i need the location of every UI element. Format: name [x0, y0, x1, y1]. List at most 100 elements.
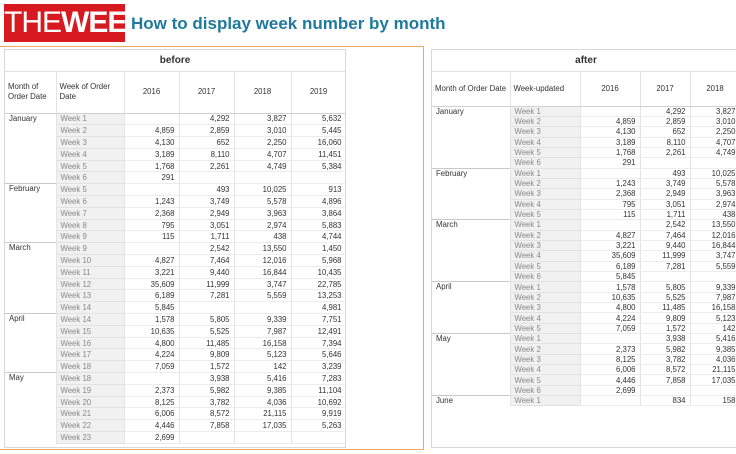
value-cell: [124, 242, 180, 256]
table-row: Week 4 35,609 11,999 3,747: [432, 250, 736, 262]
week-cell: Week 13: [56, 289, 125, 303]
value-cell: 2,699: [124, 431, 180, 444]
value-cell: 8,110: [179, 148, 235, 161]
table-row: Week 2 2,373 5,982 9,385: [432, 343, 736, 355]
week-cell: Week 5: [510, 147, 581, 159]
table-row: Week 3 2,368 2,949 3,963: [432, 188, 736, 200]
month-cell: [5, 325, 57, 338]
week-cell: Week 21: [56, 407, 125, 421]
table-row: Week 16 4,800 11,485 16,158 7,394: [5, 337, 345, 350]
month-cell: [432, 312, 511, 324]
table-row: Week 4 3,189 8,110 4,707 11,451: [5, 148, 345, 161]
week-cell: Week 1: [510, 281, 581, 293]
week-cell: Week 2: [510, 178, 581, 190]
table-row: Week 6 1,243 3,749 5,578 4,896: [5, 195, 345, 208]
header-row: Month of Order Date Week-updated 2016 2017 2…: [432, 72, 736, 107]
value-cell: 17,035: [690, 374, 736, 386]
month-cell: [432, 292, 511, 303]
value-cell: 9,809: [640, 312, 691, 324]
month-cell: [5, 195, 57, 208]
value-cell: 3,010: [690, 116, 736, 128]
column-header: Week of Order Date: [56, 72, 125, 114]
week-cell: Week 12: [56, 278, 125, 291]
value-cell: [124, 183, 180, 197]
table-row: Week 2 4,827 7,464 12,016: [432, 230, 736, 241]
month-cell: [432, 250, 511, 262]
table-row: Week 20 8,125 3,782 4,036 10,692: [5, 396, 345, 409]
table-row: February Week 5 493 10,025 913: [5, 183, 345, 197]
table-row: Week 6 291: [5, 171, 345, 185]
table-row: Week 6 2,699: [432, 385, 736, 397]
month-cell: [5, 266, 57, 279]
value-cell: 5,883: [291, 219, 345, 232]
logo-week: WEEK: [61, 6, 148, 39]
week-cell: Week 1: [510, 219, 581, 231]
value-cell: 652: [179, 136, 235, 149]
table-row: Week 5 1,768 2,261 4,749: [432, 147, 736, 159]
month-cell: [5, 419, 57, 432]
value-cell: 5,982: [640, 343, 691, 355]
value-cell: 3,747: [690, 250, 736, 262]
table-row: Week 3 4,130 652 2,250: [432, 126, 736, 138]
value-cell: 4,749: [234, 160, 292, 173]
month-cell: [5, 171, 57, 184]
week-cell: Week 3: [56, 136, 125, 149]
table-row: January Week 1 4,292 3,827 5,632: [5, 113, 345, 126]
value-cell: 7,281: [179, 289, 235, 303]
week-cell: Week 4: [510, 199, 581, 210]
week-cell: Week 17: [56, 348, 125, 362]
week-cell: Week 8: [56, 219, 125, 232]
table-row: Week 13 6,189 7,281 5,559 13,253: [5, 289, 345, 303]
value-cell: 4,827: [124, 254, 180, 267]
value-cell: 2,373: [124, 384, 180, 397]
value-cell: 795: [124, 219, 180, 232]
value-cell: 7,751: [291, 313, 345, 326]
value-cell: 2,261: [640, 147, 691, 159]
month-cell: [432, 302, 511, 313]
value-cell: 12,016: [234, 254, 292, 267]
value-cell: 16,158: [690, 302, 736, 314]
month-cell: [432, 199, 511, 210]
value-cell: 10,635: [580, 292, 641, 304]
table-row: March Week 9 2,542 13,550 1,450: [5, 242, 345, 256]
table-row: Week 9 115 1,711 438 4,744: [5, 230, 345, 244]
value-cell: 5,559: [234, 289, 292, 303]
value-cell: 9,919: [291, 407, 345, 421]
value-cell: 3,051: [640, 199, 691, 210]
table-row: Week 12 35,609 11,999 3,747 22,785: [5, 278, 345, 291]
value-cell: 8,110: [640, 137, 691, 148]
value-cell: 2,949: [179, 207, 235, 220]
value-cell: 10,635: [124, 325, 180, 338]
month-cell: [5, 301, 57, 314]
value-cell: 9,440: [179, 266, 235, 279]
value-cell: 2,542: [640, 219, 691, 231]
table-row: April Week 1 1,578 5,805 9,339: [432, 281, 736, 293]
week-cell: Week 1: [510, 395, 581, 407]
week-cell: Week 16: [56, 337, 125, 350]
month-cell: [432, 137, 511, 148]
table-row: Week 15 10,635 5,525 7,987 12,491: [5, 325, 345, 338]
month-cell: February: [432, 167, 511, 179]
value-cell: 5,968: [291, 254, 345, 267]
value-cell: [580, 219, 641, 231]
table-row: Week 5 7,059 1,572 142: [432, 323, 736, 335]
value-cell: 7,464: [179, 254, 235, 267]
table-row: Week 5 1,768 2,261 4,749 5,384: [5, 160, 345, 173]
month-cell: [432, 261, 511, 272]
value-cell: 3,189: [124, 148, 180, 161]
value-cell: 4,859: [580, 116, 641, 128]
month-cell: [5, 219, 57, 231]
value-cell: 2,250: [690, 126, 736, 138]
table-row: Week 4 4,224 9,809 5,123: [432, 312, 736, 324]
value-cell: 7,059: [580, 323, 641, 335]
data-table: Month of Order Date Week-updated 2016 2017 2…: [432, 72, 736, 407]
value-cell: 4,981: [291, 301, 345, 315]
value-cell: 5,845: [580, 271, 641, 283]
week-cell: Week 2: [510, 343, 581, 355]
value-cell: 142: [690, 323, 736, 335]
value-cell: 35,609: [124, 278, 180, 291]
selection-border: [0, 46, 424, 450]
value-cell: 17,035: [234, 419, 292, 433]
value-cell: [640, 271, 691, 283]
month-cell: [5, 360, 57, 373]
